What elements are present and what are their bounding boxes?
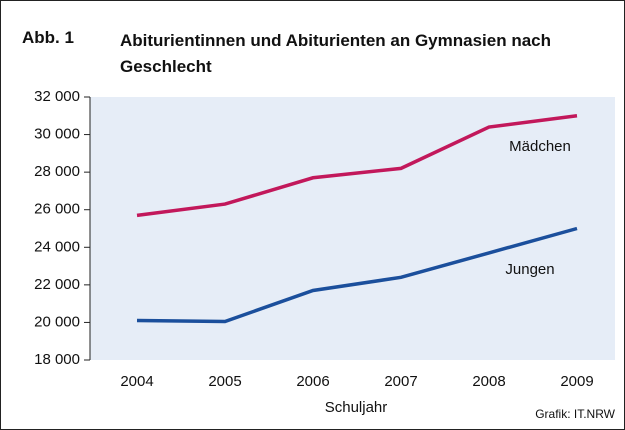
x-axis-label: Schuljahr (325, 399, 388, 416)
y-tick-label: 26 000 (34, 201, 80, 218)
plot: 18 000 20 000 22 000 24 000 26 000 28 000 30 0… (34, 88, 615, 390)
chart-title: Abiturientinnen und Abiturienten an Gymn… (120, 31, 552, 76)
series-label: Mädchen (509, 138, 571, 155)
y-tick-label: 20 000 (34, 313, 80, 330)
source: Grafik: IT.NRW (535, 407, 615, 421)
plot-background (90, 97, 615, 360)
y-tick-label: 28 000 (34, 163, 80, 180)
figure-label: Abb. 1 (22, 28, 74, 47)
y-tick-label: 22 000 (34, 276, 80, 293)
series-line (136, 114, 578, 218)
y-tick-label: 30 000 (34, 126, 80, 143)
series-label: Jungen (505, 261, 554, 278)
x-tick-label: 2006 (296, 373, 329, 390)
x-tick-label: 2005 (208, 373, 241, 390)
x-tick-label: 2007 (384, 373, 417, 390)
x-tick-label: 2009 (560, 373, 593, 390)
y-tick-label: 24 000 (34, 238, 80, 255)
x-tick-label: 2008 (472, 373, 505, 390)
y-tick-label: 32 000 (34, 88, 80, 105)
y-tick-label: 18 000 (34, 351, 80, 368)
series-line (136, 226, 578, 324)
x-tick-label: 2004 (120, 373, 153, 390)
